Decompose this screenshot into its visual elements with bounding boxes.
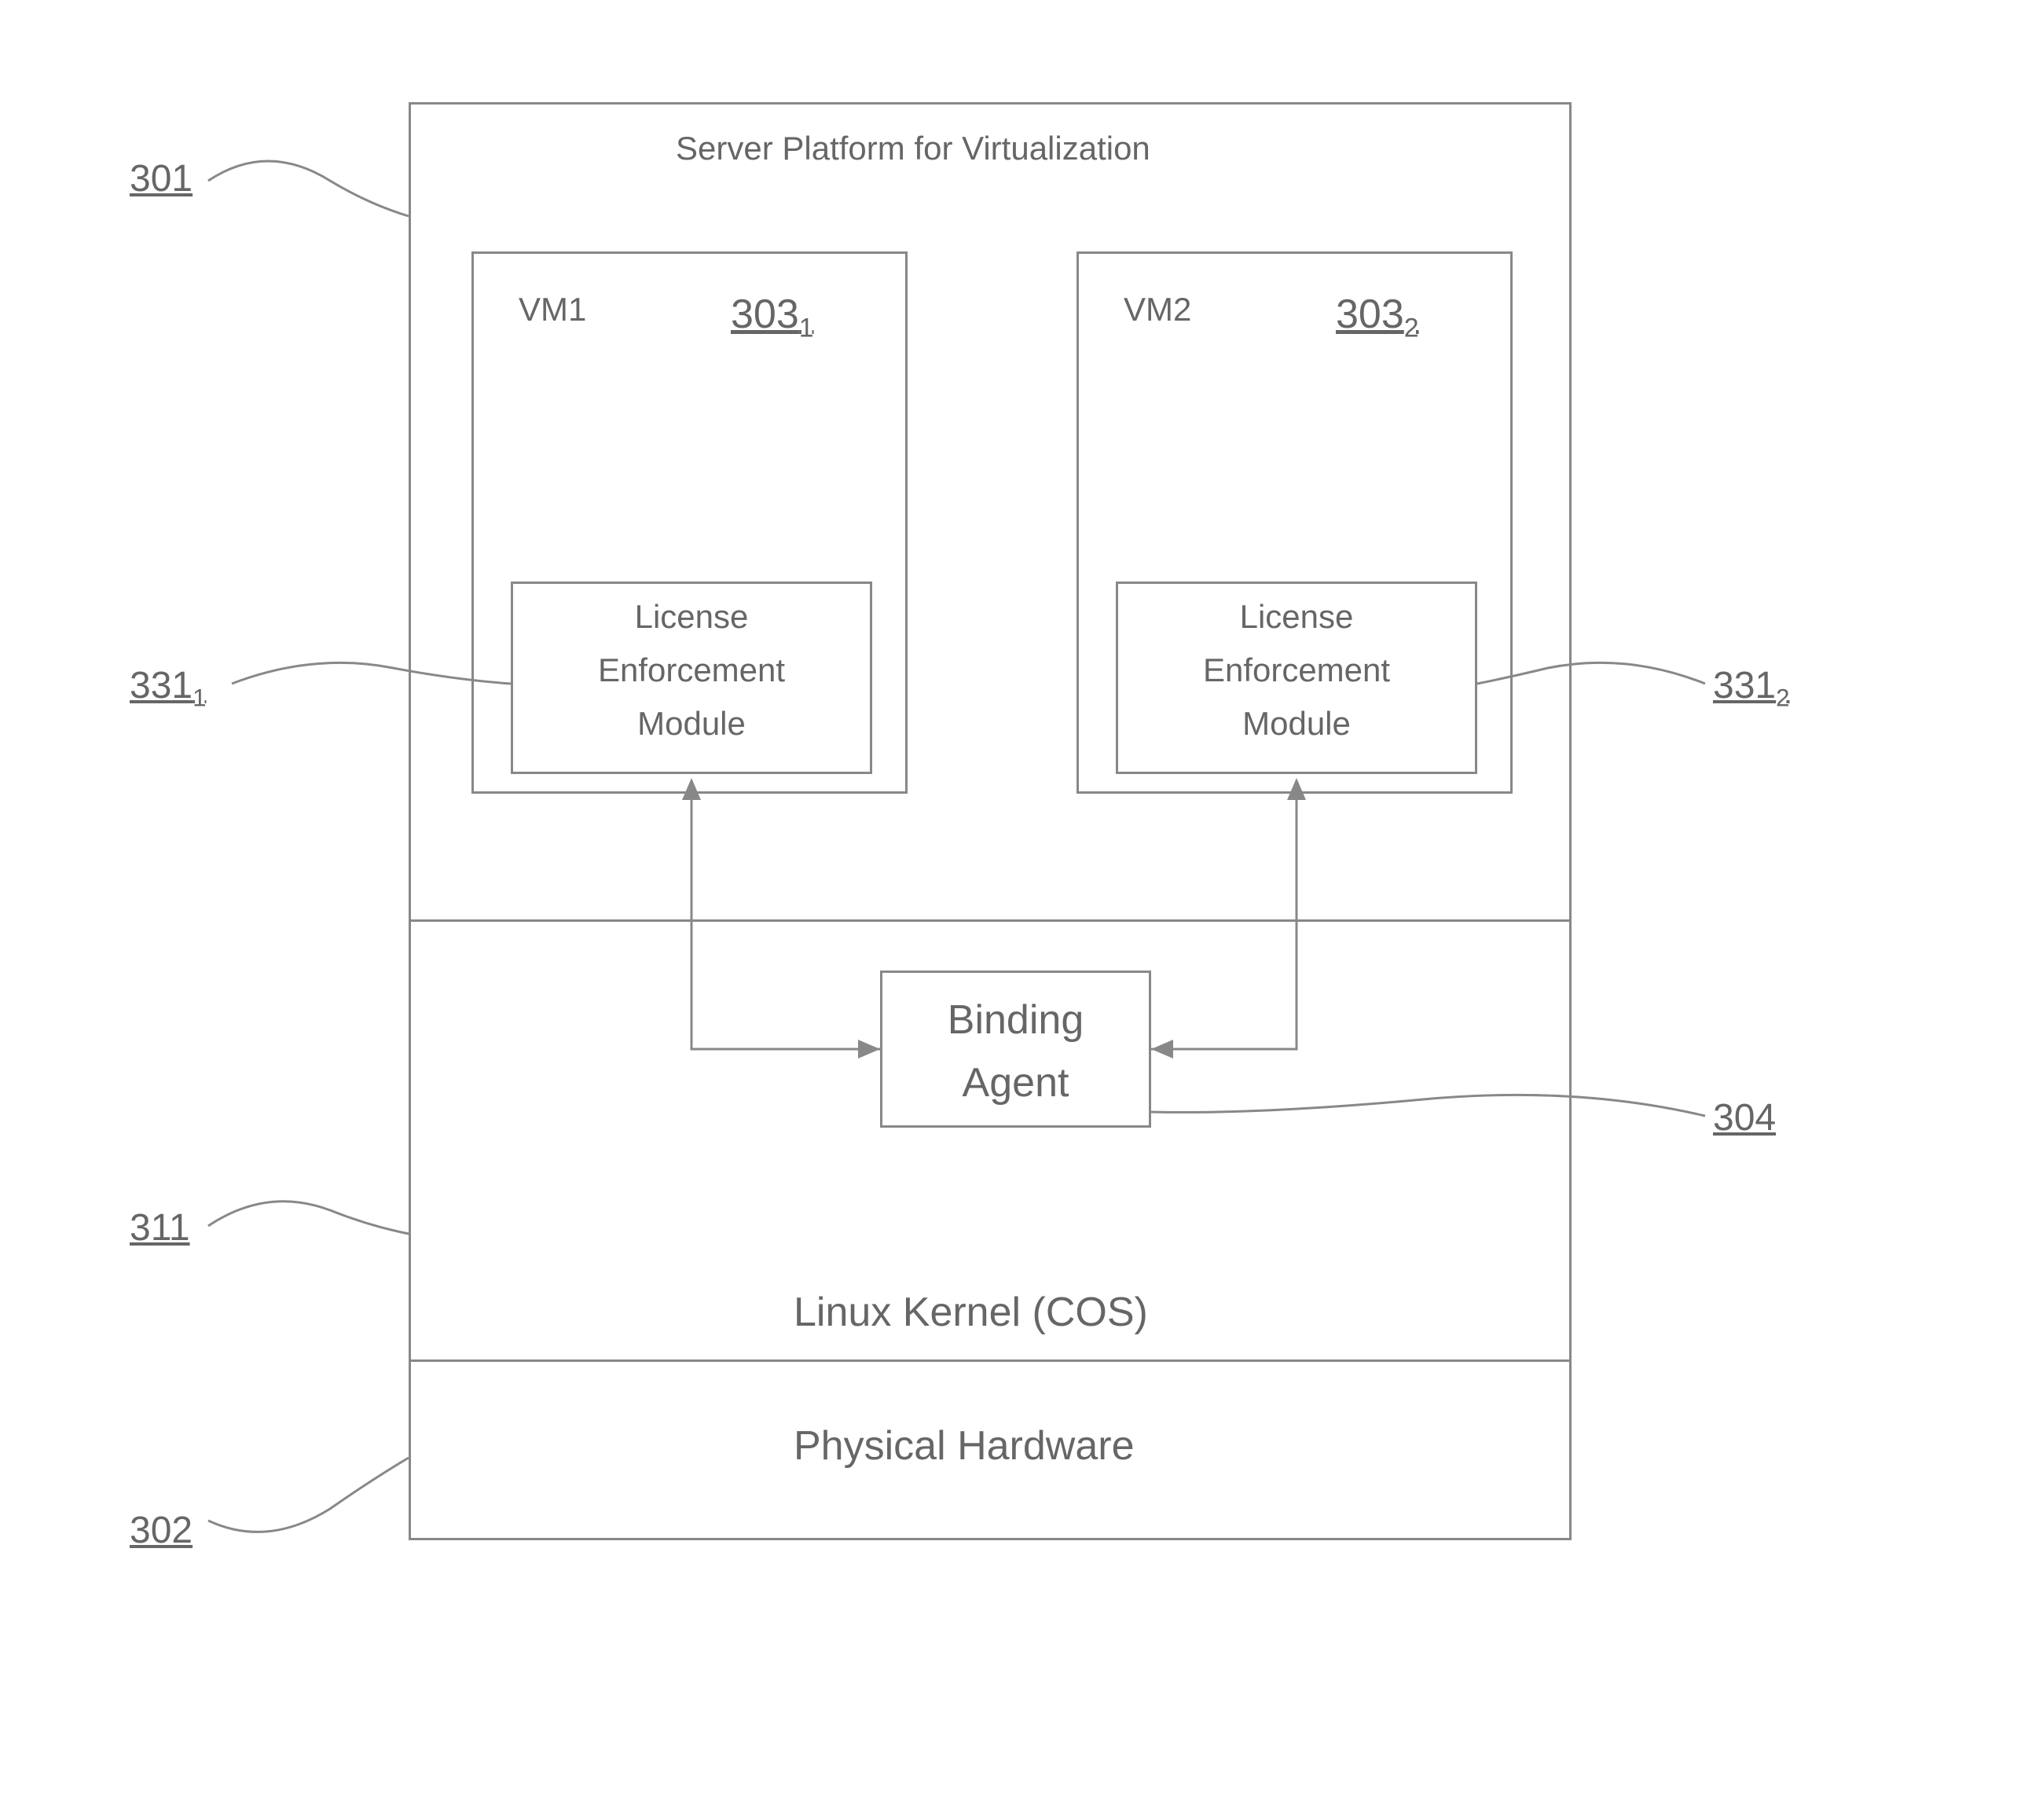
callout-311: 311	[130, 1206, 190, 1249]
vm2-ref-sub: 2	[1404, 313, 1419, 343]
vm2-license-module-box: License Enforcement Module	[1116, 582, 1477, 774]
vm2-module-l2: Enforcement	[1118, 651, 1475, 689]
vm1-module-l1: License	[513, 598, 870, 636]
lead-301	[208, 161, 409, 216]
server-platform-title: Server Platform for Virtualization	[676, 130, 1150, 167]
physical-hardware-label: Physical Hardware	[794, 1422, 1135, 1470]
linux-kernel-label: Linux Kernel (COS)	[794, 1289, 1148, 1336]
vm1-ref-num: 303	[731, 292, 799, 337]
callout-304: 304	[1713, 1096, 1776, 1139]
vm2-module-l3: Module	[1118, 705, 1475, 743]
callout-331-2: 3312	[1713, 664, 1789, 713]
diagram-root: Server Platform for Virtualization VM1 3…	[0, 0, 2043, 1820]
lead-311	[208, 1202, 409, 1234]
vm1-module-l3: Module	[513, 705, 870, 743]
divider-lower	[409, 1359, 1572, 1362]
binding-l1: Binding	[882, 996, 1149, 1044]
vm1-module-l2: Enforcement	[513, 651, 870, 689]
vm2-ref-num: 303	[1336, 292, 1404, 337]
callout-302: 302	[130, 1509, 193, 1552]
binding-l2: Agent	[882, 1059, 1149, 1106]
callout-301: 301	[130, 157, 193, 200]
vm2-label: VM2	[1124, 291, 1191, 328]
vm1-ref-sub: 1	[799, 313, 814, 343]
vm2-ref: 3032	[1336, 291, 1419, 343]
divider-upper	[409, 919, 1572, 922]
callout-331-2-num: 331	[1713, 665, 1776, 706]
vm1-ref: 3031	[731, 291, 814, 343]
callout-331-1-num: 331	[130, 665, 193, 706]
vm1-label: VM1	[519, 291, 586, 328]
callout-331-1: 3311	[130, 664, 206, 713]
callout-331-1-sub: 1	[193, 684, 206, 712]
lead-302	[208, 1458, 409, 1532]
vm1-license-module-box: License Enforcement Module	[511, 582, 872, 774]
vm2-module-l1: License	[1118, 598, 1475, 636]
binding-agent-box: Binding Agent	[880, 971, 1151, 1128]
callout-331-2-sub: 2	[1776, 684, 1789, 712]
